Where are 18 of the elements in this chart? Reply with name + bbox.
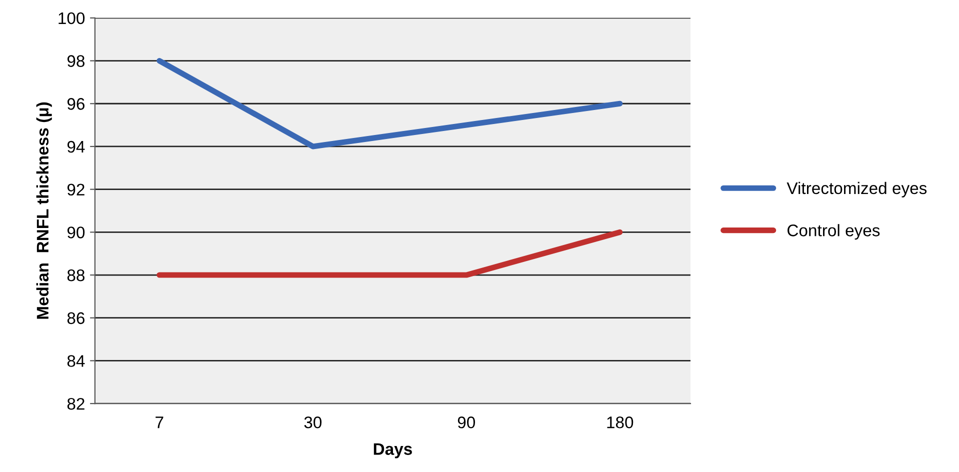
y-axis-title: Median RNFL thickness (μ): [36, 102, 52, 319]
y-tick-label: 88: [67, 269, 84, 282]
y-tick-label: 94: [67, 140, 85, 153]
y-tick-label: 82: [67, 398, 84, 410]
legend-label: Control eyes: [788, 224, 880, 240]
y-tick-label: 90: [67, 226, 85, 238]
y-tick-label: 96: [67, 98, 84, 110]
y-tick-label: 92: [67, 184, 84, 196]
y-tick-label: 84: [67, 355, 85, 367]
x-axis-title: Days: [374, 443, 412, 458]
x-tick-label: 7: [156, 416, 164, 428]
y-tick-label: 86: [67, 312, 84, 324]
x-tick-label: 90: [458, 416, 476, 428]
x-tick-label: 30: [304, 416, 322, 428]
legend-label: Vitrectomized eyes: [786, 182, 927, 198]
y-tick-label: 98: [67, 55, 84, 67]
x-tick-label: 180: [607, 416, 634, 428]
y-tick-label: 100: [58, 12, 85, 24]
